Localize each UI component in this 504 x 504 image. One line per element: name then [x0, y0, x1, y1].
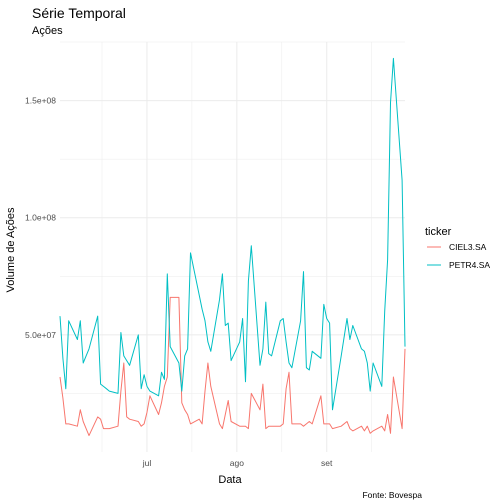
chart-subtitle: Ações	[32, 25, 63, 37]
plot-panel	[59, 41, 406, 452]
x-tick-label: set	[321, 458, 333, 468]
chart-caption: Fonte: Bovespa	[362, 490, 422, 500]
grid-major	[60, 42, 405, 452]
legend: ticker CIEL3.SA PETR4.SA	[425, 226, 490, 270]
legend-label-petr4-sa: PETR4.SA	[449, 260, 490, 270]
grid-minor	[60, 41, 405, 452]
legend-label-ciel3-sa: CIEL3.SA	[449, 242, 487, 252]
chart-title: Série Temporal	[32, 5, 126, 21]
x-axis-title: Data	[218, 474, 242, 486]
y-axis-ticks: 5.0e+07 1.0e+08 1.5e+08	[25, 96, 56, 340]
x-tick-label: jul	[142, 458, 152, 468]
series-lines	[59, 57, 406, 437]
x-tick-label: ago	[230, 458, 244, 468]
y-tick-label: 1.0e+08	[25, 213, 56, 223]
y-axis-title: Volume de Ações	[5, 207, 17, 293]
series-line-ciel3-sa	[59, 296, 406, 437]
y-tick-label: 1.5e+08	[25, 96, 56, 106]
legend-items: CIEL3.SA PETR4.SA	[427, 242, 490, 270]
y-tick-label: 5.0e+07	[25, 330, 56, 340]
x-axis-ticks: jul ago set	[142, 458, 333, 468]
legend-title: ticker	[425, 226, 452, 238]
series-line-petr4-sa	[59, 57, 406, 411]
